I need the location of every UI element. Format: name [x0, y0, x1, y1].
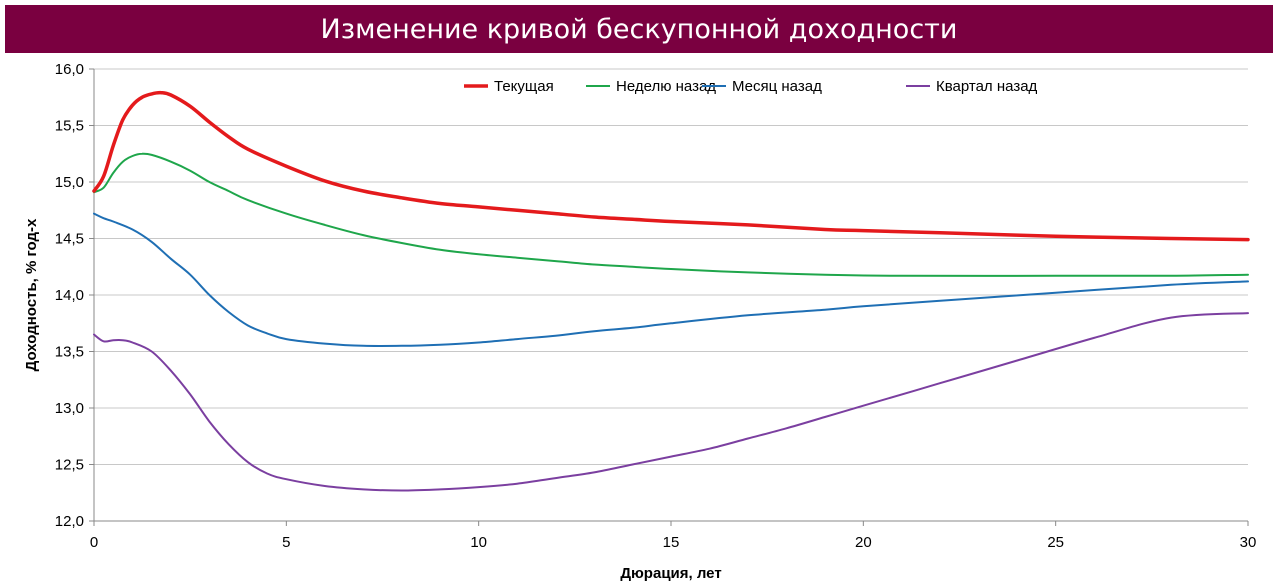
- x-tick-label-2: 10: [470, 534, 487, 551]
- y-tick-label-3: 13,5: [55, 344, 84, 361]
- legend-label-0: Текущая: [494, 78, 554, 95]
- y-axis-label: Доходность, % год-х: [23, 218, 40, 371]
- legend-label-3: Квартал назад: [936, 78, 1038, 95]
- y-tick-labels: 12,0 12,5 13,0 13,5 14,0 14,5 15,0 15,5 16,0: [55, 61, 84, 530]
- y-tick-label-7: 15,5: [55, 118, 84, 135]
- y-tick-label-1: 12,5: [55, 457, 84, 474]
- x-tick-label-5: 25: [1047, 534, 1064, 551]
- y-tick-label-6: 15,0: [55, 174, 84, 191]
- legend-label-1: Неделю назад: [616, 78, 716, 95]
- legend: Текущая Неделю назад Месяц назад Квартал на…: [464, 78, 1038, 95]
- y-tick-label-4: 14,0: [55, 287, 84, 304]
- x-axis-label: Дюрация, лет: [620, 565, 721, 582]
- series-line-3: [93, 312, 1249, 492]
- series-lines: [92, 90, 1250, 492]
- series-line-0: [92, 90, 1250, 242]
- chart-title: Изменение кривой бескупонной доходности: [5, 5, 1273, 53]
- series-line-1: [93, 152, 1249, 277]
- y-tick-label-2: 13,0: [55, 400, 84, 417]
- x-tick-label-0: 0: [90, 534, 98, 551]
- x-tick-labels: 0 5 10 15 20 25 30: [90, 534, 1257, 551]
- x-tick-label-1: 5: [282, 534, 290, 551]
- y-tick-label-5: 14,5: [55, 231, 84, 248]
- grid-lines: [94, 68, 1248, 522]
- x-tick-label-3: 15: [663, 534, 680, 551]
- x-tick-label-6: 30: [1240, 534, 1257, 551]
- legend-label-2: Месяц назад: [732, 78, 822, 95]
- x-tick-label-4: 20: [855, 534, 872, 551]
- y-tick-label-0: 12,0: [55, 513, 84, 530]
- y-tick-label-8: 16,0: [55, 61, 84, 78]
- series-line-2: [93, 212, 1249, 348]
- axes: [89, 68, 1249, 526]
